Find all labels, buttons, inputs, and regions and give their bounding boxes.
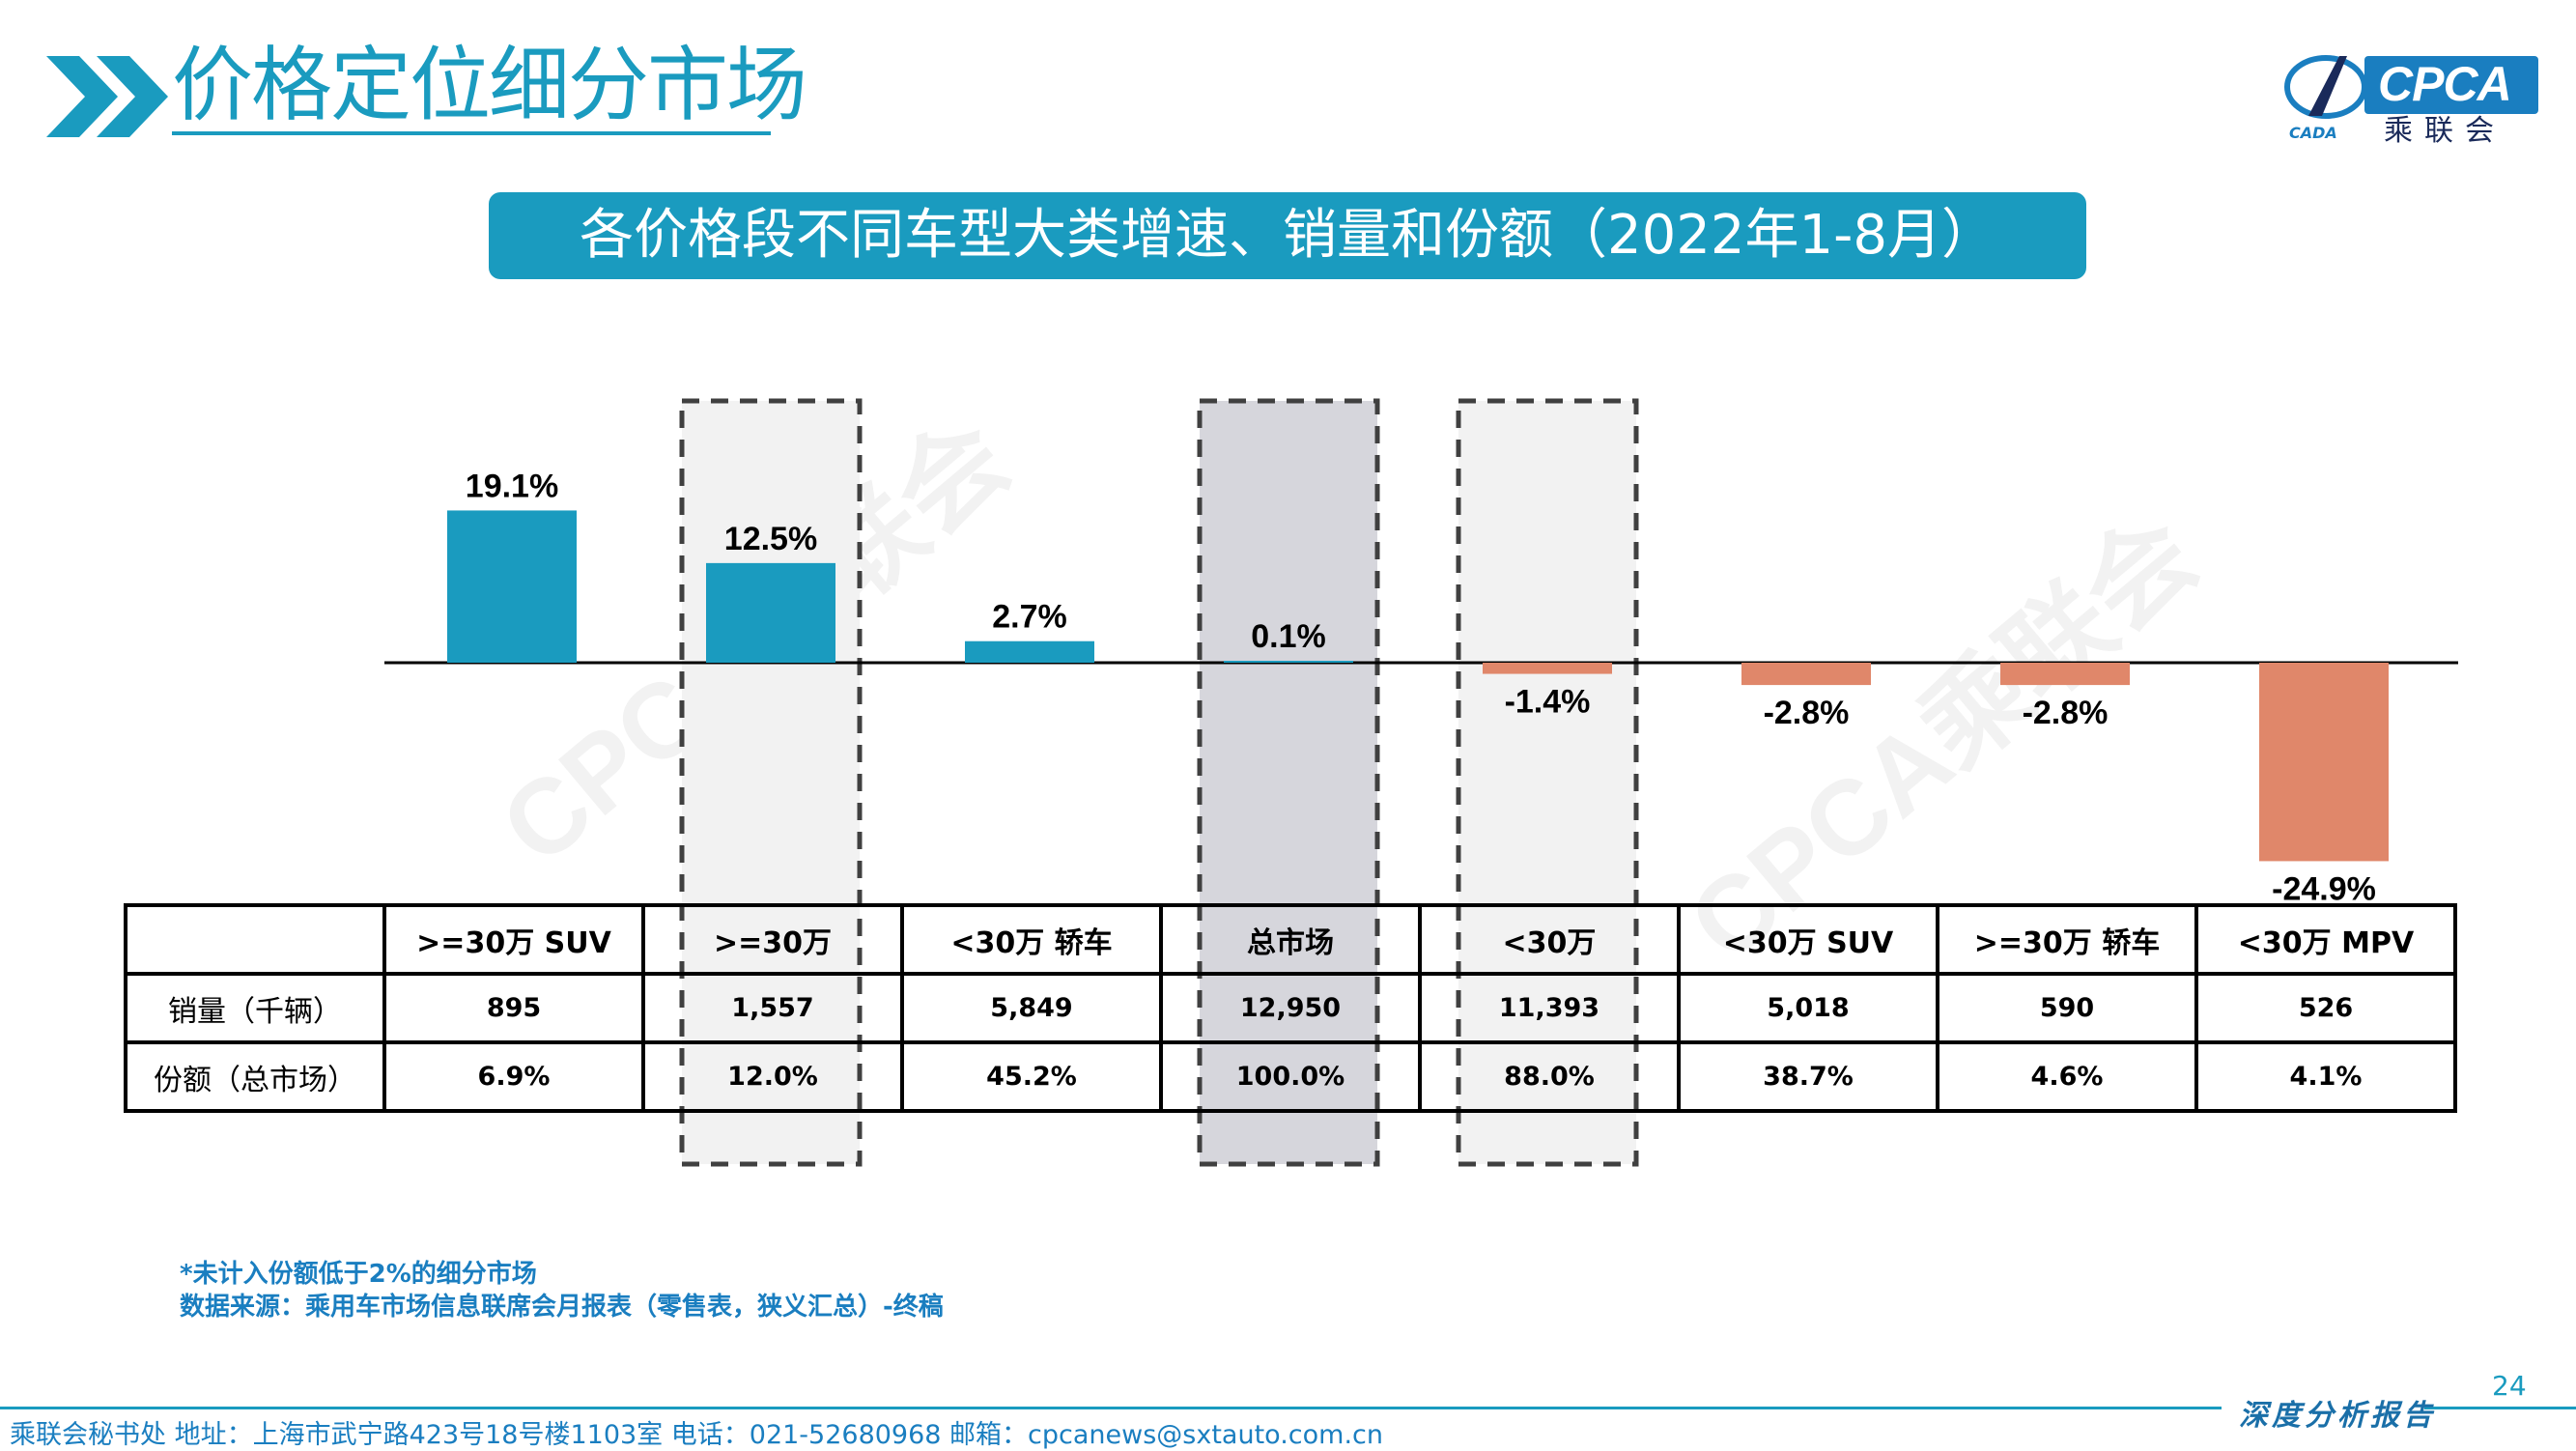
bar [1224,661,1353,663]
footnote-exclusion: *未计入份额低于2%的细分市场 [180,1260,537,1289]
bar [2000,663,2130,686]
bar-value-label: 2.7% [992,599,1067,636]
footer-report-tag: 深度分析报告 [2239,1399,2436,1433]
table-row: 销量（千辆） 895 1,557 5,849 12,950 11,393 5,018 590 5… [124,972,2457,1044]
bar [2259,663,2389,862]
table-cell: 45.2% [900,1040,1163,1113]
table-header-cell: >=30万 轿车 [1936,903,2198,976]
footnote-source: 数据来源：乘用车市场信息联席会月报表（零售表，狭义汇总）-终稿 [180,1293,944,1322]
bar-value-label: 0.1% [1251,618,1326,655]
table-cell: 38.7% [1677,1040,1939,1113]
table-cell: 100.0% [1159,1040,1422,1113]
footer-contact: 乘联会秘书处 地址：上海市武宁路423号18号楼1103室 电话：021-526… [10,1420,1384,1450]
bar [447,510,577,663]
table-cell: 5,849 [900,972,1163,1044]
banner [489,192,2086,279]
bar-value-label: 12.5% [724,521,817,557]
table-header-row: >=30万 SUV >=30万 <30万 轿车 总市场 <30万 <30万 SUV >=30… [124,903,2457,976]
table-row-label: 份额（总市场） [124,1040,386,1113]
logo-sub-text: CADA [2289,124,2337,142]
table-cell: 590 [1936,972,2198,1044]
page-number: 24 [2492,1370,2527,1402]
banner-title: 各价格段不同车型大类增速、销量和份额（2022年1-8月） [580,204,1996,267]
table-header-cell: <30万 MPV [2194,903,2457,976]
bar-value-label: -2.8% [2023,695,2109,731]
footer-divider [0,1407,2222,1409]
table-header-cell: <30万 SUV [1677,903,1939,976]
bar [706,562,835,663]
chevron-arrows-icon [46,56,168,137]
table-cell: 895 [382,972,645,1044]
bar-value-label: -2.8% [1764,695,1850,731]
table-cell: 526 [2194,972,2457,1044]
table-header-cell: <30万 轿车 [900,903,1163,976]
bar-value-label: -1.4% [1505,684,1591,721]
table-cell: 5,018 [1677,972,1939,1044]
bar [1483,663,1612,674]
bar-value-label: -24.9% [2272,870,2376,907]
table-header-cell: >=30万 SUV [382,903,645,976]
table-cell: 1,557 [641,972,904,1044]
title-underline [172,131,771,135]
table-cell: 4.6% [1936,1040,2198,1113]
table-cell: 12,950 [1159,972,1422,1044]
table-cell: 88.0% [1418,1040,1681,1113]
bar [965,640,1094,663]
table-header-cell: >=30万 [641,903,904,976]
cpca-logo-icon [2284,55,2538,119]
page-title: 价格定位细分市场 [172,38,807,132]
table-cell: 11,393 [1418,972,1681,1044]
table-corner-cell [124,903,386,976]
table-cell: 12.0% [641,1040,904,1113]
bar-value-label: 19.1% [466,468,558,504]
table-header-cell: 总市场 [1159,903,1422,976]
logo-text-en: CPCA [2378,57,2512,111]
logo-text-cn: 乘联会 [2384,114,2505,148]
footer-divider-right [2424,1407,2576,1409]
table-row-label: 销量（千辆） [124,972,386,1044]
table-row: 份额（总市场） 6.9% 12.0% 45.2% 100.0% 88.0% 38.7% 4.6… [124,1040,2457,1113]
table-cell: 4.1% [2194,1040,2457,1113]
bar [1741,663,1871,686]
table-cell: 6.9% [382,1040,645,1113]
data-table: >=30万 SUV >=30万 <30万 轿车 总市场 <30万 <30万 SUV >=30… [124,903,2457,1113]
table-header-cell: <30万 [1418,903,1681,976]
